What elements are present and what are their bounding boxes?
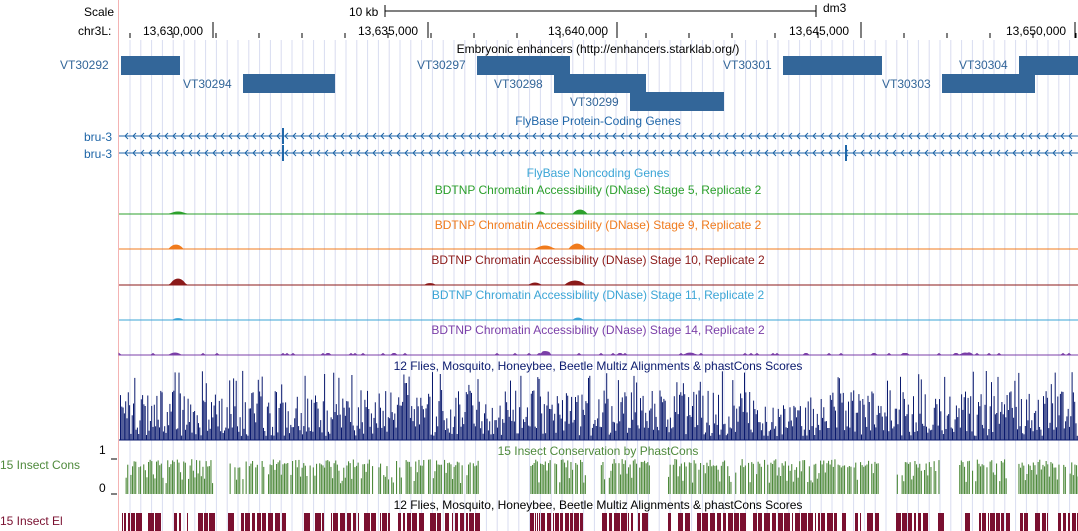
track-title-phastcons[interactable]: 15 Insect Conservation by PhastCons — [497, 444, 699, 458]
enhancer-label-vt30304[interactable]: VT30304 — [959, 58, 1008, 72]
ruler-tick-label: 13,640,000 — [548, 24, 609, 38]
dnase-signal — [119, 243, 1078, 250]
enhancer-feature-vt30292[interactable] — [121, 56, 180, 75]
track-title-multiz[interactable]: 12 Flies, Mosquito, Honeybee, Beetle Mul… — [393, 359, 803, 373]
ruler-tick-label: 13,645,000 — [789, 24, 850, 38]
dnase-signal — [119, 278, 1078, 286]
track-title-flybase-noncoding[interactable]: FlyBase Noncoding Genes — [526, 166, 670, 180]
phastcons-signal — [125, 459, 1078, 494]
enhancer-label-vt30294[interactable]: VT30294 — [183, 77, 232, 91]
enhancer-label-vt30303[interactable]: VT30303 — [882, 77, 931, 91]
phastcons-ymax: 1 — [99, 443, 106, 457]
enhancer-feature-vt30301[interactable] — [783, 56, 882, 75]
track-title-flybase-coding[interactable]: FlyBase Protein-Coding Genes — [515, 114, 681, 128]
dnase-signal — [119, 209, 1078, 215]
gene-model-bru-3 — [119, 128, 1078, 144]
enhancer-feature-vt30294[interactable] — [243, 74, 335, 93]
gene-label-bru-3[interactable]: bru-3 — [84, 147, 113, 161]
enhancer-feature-vt30303[interactable] — [942, 74, 1035, 93]
enhancer-label-vt30292[interactable]: VT30292 — [60, 58, 109, 72]
gene-label-bru-3[interactable]: bru-3 — [84, 130, 113, 144]
ruler-tick-label: 13,650,000 — [1006, 24, 1067, 38]
dnase-signal — [119, 317, 1078, 321]
phastcons-ymin: 0 — [99, 481, 106, 495]
track-title-dnase-stage9[interactable]: BDTNP Chromatin Accessibility (DNase) St… — [434, 218, 762, 232]
side-label-phastcons[interactable]: 15 Insect Cons — [0, 458, 81, 472]
enhancer-label-vt30301[interactable]: VT30301 — [723, 58, 772, 72]
enhancer-feature-vt30299[interactable] — [630, 92, 724, 111]
track-title-dnase-stage14[interactable]: BDTNP Chromatin Accessibility (DNase) St… — [431, 323, 765, 337]
enhancer-feature-vt30304[interactable] — [1019, 56, 1078, 75]
enhancer-label-vt30298[interactable]: VT30298 — [494, 77, 543, 91]
gene-model-bru-3 — [119, 145, 1078, 161]
track-title-dnase-stage5[interactable]: BDTNP Chromatin Accessibility (DNase) St… — [434, 183, 762, 197]
elements-signal — [122, 513, 1078, 531]
enhancer-feature-vt30298[interactable] — [554, 74, 646, 93]
enhancer-label-vt30297[interactable]: VT30297 — [417, 58, 466, 72]
ruler-tick-label: 13,630,000 — [143, 24, 204, 38]
ruler-tick-label: 13,635,000 — [358, 24, 419, 38]
track-title-dnase-stage10[interactable]: BDTNP Chromatin Accessibility (DNase) St… — [431, 253, 765, 267]
track-title-enhancers[interactable]: Embryonic enhancers (http://enhancers.st… — [456, 42, 740, 56]
side-label-elements[interactable]: 15 Insect El — [0, 514, 63, 528]
track-title-elements[interactable]: 12 Flies, Mosquito, Honeybee, Beetle Mul… — [393, 498, 803, 512]
chrom-label: chr3L: — [78, 24, 112, 38]
scale-value: 10 kb — [349, 5, 379, 19]
dnase-signal — [118, 350, 1078, 356]
enhancer-feature-vt30297[interactable] — [477, 56, 570, 75]
assembly-label: dm3 — [823, 1, 847, 15]
ruler-ticks — [129, 22, 1077, 38]
enhancer-label-vt30299[interactable]: VT30299 — [570, 95, 619, 109]
multiz-signal — [120, 370, 1078, 440]
scale-label: Scale — [84, 5, 115, 19]
track-title-dnase-stage11[interactable]: BDTNP Chromatin Accessibility (DNase) St… — [431, 288, 765, 302]
